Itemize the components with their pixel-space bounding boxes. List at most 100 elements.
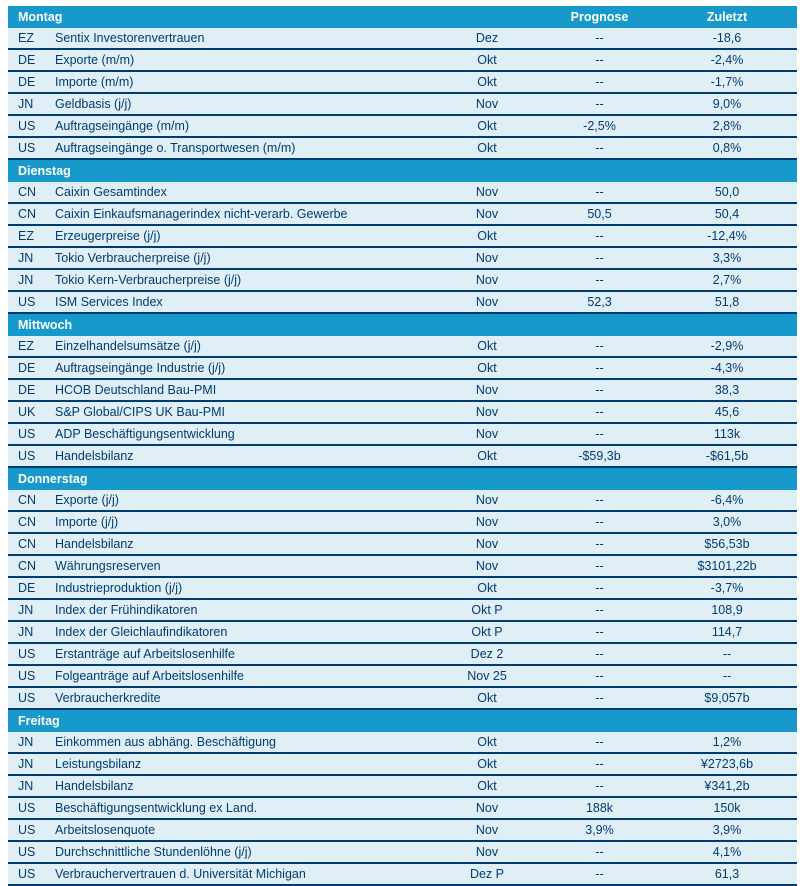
cell-prognose: --: [595, 669, 604, 683]
cell-zuletzt: 45,6: [714, 405, 740, 419]
cell-code: EZ: [18, 229, 34, 243]
table-row: DE Industrieproduktion (j/j) Okt -- -3,7%: [8, 578, 797, 600]
cell-zuletzt: -1,7%: [710, 75, 744, 89]
cell-code: US: [18, 691, 36, 705]
cell-period: Okt: [477, 339, 497, 353]
table-row: JN Tokio Verbraucherpreise (j/j) Nov -- 3,3%: [8, 248, 797, 270]
table-row: JN Tokio Kern-Verbraucherpreise (j/j) Nov -…: [8, 270, 797, 292]
cell-period: Okt: [477, 735, 497, 749]
cell-zuletzt: 150k: [713, 801, 741, 815]
cell-prognose: --: [595, 603, 604, 617]
cell-prognose: --: [595, 867, 604, 881]
cell-name: Index der Gleichlaufindikatoren: [55, 625, 228, 639]
cell-name: ISM Services Index: [55, 295, 163, 309]
cell-prognose: --: [595, 273, 604, 287]
cell-prognose: --: [595, 339, 604, 353]
cell-zuletzt: $9,057b: [704, 691, 750, 705]
cell-zuletzt: -18,6: [712, 31, 742, 45]
table-row: CN Exporte (j/j) Nov -- -6,4%: [8, 490, 797, 512]
day-header-bar: Mittwoch: [8, 314, 797, 336]
cell-code: DE: [18, 361, 36, 375]
cell-code: JN: [18, 625, 34, 639]
cell-code: DE: [18, 53, 36, 67]
table-row: EZ Einzelhandelsumsätze (j/j) Okt -- -2,9%: [8, 336, 797, 358]
day-header-bar: Montag Prognose Zuletzt: [8, 6, 797, 28]
cell-prognose: --: [595, 405, 604, 419]
table-row: DE Importe (m/m) Okt -- -1,7%: [8, 72, 797, 94]
cell-period: Okt: [477, 691, 497, 705]
table-row: US Beschäftigungsentwicklung ex Land. Nov 1…: [8, 798, 797, 820]
cell-name: Auftragseingänge Industrie (j/j): [55, 361, 226, 375]
cell-name: Erstanträge auf Arbeitslosenhilfe: [55, 647, 235, 661]
cell-prognose: --: [595, 229, 604, 243]
cell-zuletzt: 38,3: [714, 383, 740, 397]
cell-code: US: [18, 647, 36, 661]
cell-name: Geldbasis (j/j): [55, 97, 132, 111]
cell-period: Dez P: [469, 867, 505, 881]
cell-prognose: --: [595, 53, 604, 67]
table-row: DE Auftragseingänge Industrie (j/j) Okt -- -…: [8, 358, 797, 380]
table-row: JN Handelsbilanz Okt -- ¥341,2b: [8, 776, 797, 798]
day-label: Freitag: [18, 714, 60, 728]
cell-code: CN: [18, 537, 37, 551]
cell-zuletzt: -2,9%: [710, 339, 744, 353]
cell-zuletzt: 3,9%: [712, 823, 742, 837]
day-header-bar: Freitag: [8, 710, 797, 732]
table-row: CN Caixin Gesamtindex Nov -- 50,0: [8, 182, 797, 204]
cell-code: CN: [18, 559, 37, 573]
cell-zuletzt: 3,3%: [712, 251, 742, 265]
cell-zuletzt: --: [722, 647, 732, 661]
cell-period: Nov: [475, 185, 499, 199]
cell-code: EZ: [18, 31, 34, 45]
cell-name: Tokio Verbraucherpreise (j/j): [55, 251, 211, 265]
cell-period: Okt: [477, 53, 497, 67]
cell-zuletzt: 0,8%: [712, 141, 742, 155]
cell-name: Erzeugerpreise (j/j): [55, 229, 161, 243]
table-row: US Handelsbilanz Okt -$59,3b -$61,5b: [8, 446, 797, 468]
cell-code: JN: [18, 757, 34, 771]
cell-name: Index der Frühindikatoren: [55, 603, 198, 617]
cell-zuletzt: -12,4%: [707, 229, 747, 243]
cell-prognose: --: [595, 779, 604, 793]
cell-zuletzt: 108,9: [711, 603, 743, 617]
cell-name: Caixin Gesamtindex: [55, 185, 167, 199]
cell-period: Okt: [477, 119, 497, 133]
cell-code: US: [18, 801, 36, 815]
column-header-zuletzt: Zuletzt: [706, 10, 748, 24]
cell-name: Einkommen aus abhäng. Beschäftigung: [55, 735, 276, 749]
table-row: US Verbrauchervertrauen d. Universität Mi…: [8, 864, 797, 886]
cell-name: Verbraucherkredite: [55, 691, 161, 705]
cell-period: Dez 2: [470, 647, 504, 661]
cell-zuletzt: 9,0%: [712, 97, 742, 111]
cell-name: Importe (m/m): [55, 75, 134, 89]
cell-code: DE: [18, 581, 36, 595]
cell-name: Industrieproduktion (j/j): [55, 581, 183, 595]
cell-name: Caixin Einkaufsmanagerindex nicht-verarb…: [55, 207, 348, 221]
cell-name: Tokio Kern-Verbraucherpreise (j/j): [55, 273, 242, 287]
cell-code: US: [18, 449, 36, 463]
table-row: US Auftragseingänge (m/m) Okt -2,5% 2,8%: [8, 116, 797, 138]
cell-zuletzt: 4,1%: [712, 845, 742, 859]
cell-period: Okt: [477, 757, 497, 771]
cell-period: Nov: [475, 251, 499, 265]
cell-zuletzt: 61,3: [714, 867, 740, 881]
cell-period: Nov: [475, 801, 499, 815]
day-header-bar: Donnerstag: [8, 468, 797, 490]
cell-code: US: [18, 141, 36, 155]
cell-period: Nov: [475, 845, 499, 859]
table-row: CN Caixin Einkaufsmanagerindex nicht-vera…: [8, 204, 797, 226]
cell-name: Leistungsbilanz: [55, 757, 142, 771]
cell-code: US: [18, 119, 36, 133]
cell-period: Okt P: [471, 603, 503, 617]
cell-period: Nov 25: [467, 669, 507, 683]
cell-code: CN: [18, 515, 37, 529]
table-row: US Auftragseingänge o. Transportwesen (m/…: [8, 138, 797, 160]
cell-prognose: --: [595, 141, 604, 155]
cell-prognose: -2,5%: [583, 119, 616, 133]
cell-name: Auftragseingänge o. Transportwesen (m/m): [55, 141, 296, 155]
table-row: US Erstanträge auf Arbeitslosenhilfe Dez 2…: [8, 644, 797, 666]
cell-zuletzt: -2,4%: [710, 53, 744, 67]
cell-name: Handelsbilanz: [55, 779, 134, 793]
table-row: US Arbeitslosenquote Nov 3,9% 3,9%: [8, 820, 797, 842]
cell-period: Nov: [475, 537, 499, 551]
